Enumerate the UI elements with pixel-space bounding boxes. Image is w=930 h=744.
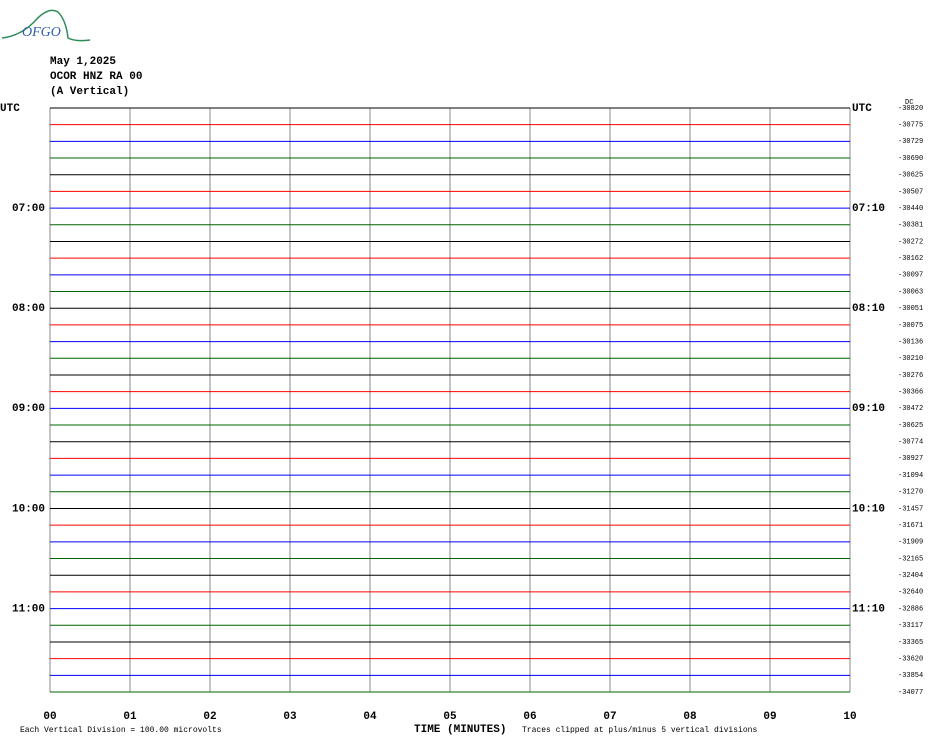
left-time-label: 07:00	[12, 203, 45, 215]
offset-label: -30272	[898, 238, 923, 246]
x-tick-label: 06	[523, 711, 536, 723]
offset-label: -30366	[898, 389, 923, 397]
right-time-label: 08:10	[852, 303, 885, 315]
left-time-label: 08:00	[12, 303, 45, 315]
offset-label: -31457	[898, 505, 923, 513]
offset-label: -30472	[898, 405, 923, 413]
x-tick-label: 02	[203, 711, 216, 723]
x-tick-label: 09	[763, 711, 776, 723]
header-date: May 1,2025	[50, 56, 116, 68]
offset-label: -30775	[898, 122, 923, 130]
offset-label: -34077	[898, 689, 923, 697]
x-tick-label: 08	[683, 711, 697, 723]
offset-label: -33620	[898, 655, 923, 663]
right-time-label: 11:10	[852, 603, 885, 615]
offset-label: -30507	[898, 188, 923, 196]
header-component: (A Vertical)	[50, 86, 129, 98]
right-time-label: UTC	[852, 103, 872, 115]
offset-label: -31671	[898, 522, 923, 530]
offset-label: -30381	[898, 222, 923, 230]
logo: OFGO	[1, 9, 91, 42]
offset-label: -32640	[898, 589, 923, 597]
offset-label: -30276	[898, 372, 923, 380]
offset-label: -31909	[898, 539, 923, 547]
x-tick-label: 00	[43, 711, 56, 723]
offset-label: -33365	[898, 639, 923, 647]
x-tick-label: 01	[123, 711, 137, 723]
header-station: OCOR HNZ RA 00	[50, 71, 142, 83]
x-tick-label: 07	[603, 711, 616, 723]
x-tick-label: 04	[363, 711, 377, 723]
logo-text: OFGO	[22, 25, 61, 40]
dc-label: DC	[905, 99, 913, 107]
offset-label: -32886	[898, 605, 923, 613]
left-time-label: 10:00	[12, 503, 45, 515]
offset-label: -30625	[898, 172, 923, 180]
offset-label: -31270	[898, 489, 923, 497]
offset-label: -30097	[898, 272, 923, 280]
right-time-label: 09:10	[852, 403, 885, 415]
left-time-label: 09:00	[12, 403, 45, 415]
offset-label: -30063	[898, 288, 923, 296]
left-time-label: 11:00	[12, 603, 45, 615]
footer-scale: Each Vertical Division = 100.00 microvol…	[20, 726, 222, 735]
offset-label: -30820	[898, 105, 923, 113]
right-time-label: 10:10	[852, 503, 885, 515]
left-time-label: UTC	[0, 103, 20, 115]
footer-note: Traces clipped at plus/minus 5 vertical …	[522, 726, 757, 735]
x-tick-label: 03	[283, 711, 297, 723]
offset-label: -30927	[898, 455, 923, 463]
offset-label: -30690	[898, 155, 923, 163]
x-axis-label: TIME (MINUTES)	[414, 724, 506, 736]
offset-label: -30075	[898, 322, 923, 330]
offset-label: -30625	[898, 422, 923, 430]
right-time-label: 07:10	[852, 203, 885, 215]
offset-label: -30136	[898, 338, 923, 346]
offset-label: -33117	[898, 622, 923, 630]
x-tick-label: 05	[443, 711, 457, 723]
offset-label: -30774	[898, 439, 923, 447]
offset-label: -31094	[898, 472, 923, 480]
offset-label: -30729	[898, 138, 923, 146]
offset-label: -33854	[898, 672, 923, 680]
offset-label: -30440	[898, 205, 923, 213]
offset-label: -32404	[898, 572, 923, 580]
offset-label: -30051	[898, 305, 923, 313]
offset-label: -30162	[898, 255, 923, 263]
offset-label: -30210	[898, 355, 923, 363]
offset-label: -32165	[898, 555, 923, 563]
x-tick-label: 10	[843, 711, 856, 723]
